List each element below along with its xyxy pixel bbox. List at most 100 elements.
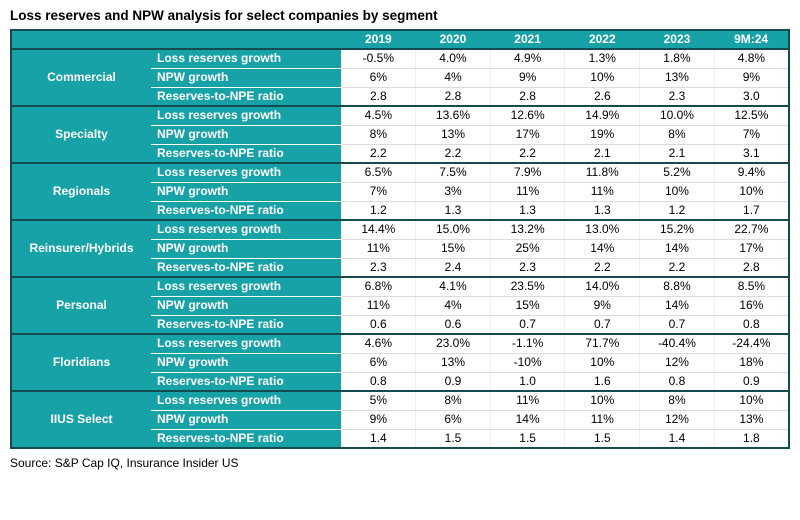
segment-cell: Personal — [11, 276, 151, 334]
value-cell: 10% — [564, 353, 640, 373]
value-cell: 22.7% — [713, 219, 789, 240]
table-row: Regionals Loss reserves growth 6.5% 7.5% 7.9… — [11, 162, 789, 220]
value-cell: 14% — [564, 239, 640, 259]
table-row: NPW growth 9% 6% 14% 11% 12% 13% — [11, 410, 789, 430]
header-corner-cell — [11, 30, 341, 50]
metric-label-cell: NPW growth — [151, 353, 341, 373]
table-row: Specialty Loss reserves growth 4.5% 13.6% 12… — [11, 105, 789, 163]
table-row: NPW growth 6% 4% 9% 10% 13% 9% — [11, 68, 789, 88]
value-cell: 1.5 — [489, 429, 565, 449]
value-cell: 15% — [415, 239, 491, 259]
value-cell: 3.1 — [713, 144, 789, 164]
value-cell: 11% — [564, 182, 640, 202]
column-header: 2021 — [490, 30, 565, 50]
value-cell: 17% — [713, 239, 789, 259]
column-header: 9M:24 — [714, 30, 789, 50]
table-row: NPW growth 11% 15% 25% 14% 14% 17% — [11, 239, 789, 259]
analysis-table: 2019 2020 2021 2022 2023 9M:24 Commercial Loss… — [10, 29, 790, 449]
value-cell: 2.2 — [564, 258, 640, 278]
segment-cell: IIUS Select — [11, 390, 151, 448]
value-cell: 14% — [639, 296, 715, 316]
metric-label-cell: Loss reserves growth — [151, 48, 341, 69]
metric-label-cell: NPW growth — [151, 68, 341, 88]
metric-label-cell: Loss reserves growth — [151, 276, 341, 297]
value-cell: 9.4% — [713, 162, 789, 183]
value-cell: 18% — [713, 353, 789, 373]
value-cell: 2.3 — [340, 258, 416, 278]
value-cell: 15.2% — [639, 219, 715, 240]
value-cell: 1.8% — [639, 48, 715, 69]
table-row: NPW growth 8% 13% 17% 19% 8% 7% — [11, 125, 789, 145]
value-cell: 23.5% — [489, 276, 565, 297]
value-cell: 3.0 — [713, 87, 789, 107]
value-cell: 13.6% — [415, 105, 491, 126]
value-cell: 13% — [415, 125, 491, 145]
metric-label-cell: Loss reserves growth — [151, 390, 341, 411]
value-cell: 4% — [415, 296, 491, 316]
value-cell: 9% — [489, 68, 565, 88]
value-cell: 2.8 — [713, 258, 789, 278]
value-cell: 10% — [713, 182, 789, 202]
value-cell: 7.9% — [489, 162, 565, 183]
table-row: IIUS Select Loss reserves growth 5% 8% 11% 10… — [11, 390, 789, 448]
value-cell: 9% — [340, 410, 416, 430]
segment-cell: Reinsurer/Hybrids — [11, 219, 151, 277]
value-cell: 4.5% — [340, 105, 416, 126]
table-row: Personal Loss reserves growth 6.8% 4.1% 23.5… — [11, 276, 789, 334]
value-cell: 7.5% — [415, 162, 491, 183]
table-row: Reserves-to-NPE ratio 1.2 1.3 1.3 1.3 1.2 1.7 — [11, 201, 789, 221]
value-cell: 71.7% — [564, 333, 640, 354]
value-cell: 15% — [489, 296, 565, 316]
value-cell: 1.3 — [564, 201, 640, 221]
value-cell: 1.3% — [564, 48, 640, 69]
metric-label-cell: Loss reserves growth — [151, 219, 341, 240]
table-row: Reserves-to-NPE ratio 2.8 2.8 2.8 2.6 2.3 3.0 — [11, 87, 789, 107]
metric-label-cell: Loss reserves growth — [151, 162, 341, 183]
metric-label-cell: Reserves-to-NPE ratio — [151, 315, 341, 335]
value-cell: 10% — [564, 68, 640, 88]
value-cell: 9% — [564, 296, 640, 316]
value-cell: 11% — [340, 296, 416, 316]
value-cell: 0.6 — [415, 315, 491, 335]
value-cell: 25% — [489, 239, 565, 259]
value-cell: 1.7 — [713, 201, 789, 221]
value-cell: 12% — [639, 410, 715, 430]
value-cell: 13.0% — [564, 219, 640, 240]
metric-label-cell: Reserves-to-NPE ratio — [151, 429, 341, 449]
table-row: Commercial Loss reserves growth -0.5% 4.0% 4… — [11, 48, 789, 106]
column-header: 2019 — [341, 30, 416, 50]
value-cell: 0.9 — [713, 372, 789, 392]
value-cell: 1.2 — [340, 201, 416, 221]
value-cell: 1.4 — [340, 429, 416, 449]
header-row: 2019 2020 2021 2022 2023 9M:24 — [11, 30, 789, 50]
value-cell: 13% — [713, 410, 789, 430]
report-page: Loss reserves and NPW analysis for selec… — [10, 8, 790, 470]
value-cell: 10.0% — [639, 105, 715, 126]
metric-label-cell: Reserves-to-NPE ratio — [151, 258, 341, 278]
value-cell: 4.1% — [415, 276, 491, 297]
value-cell: -40.4% — [639, 333, 715, 354]
metric-label-cell: NPW growth — [151, 125, 341, 145]
metric-label-cell: NPW growth — [151, 410, 341, 430]
value-cell: 6% — [415, 410, 491, 430]
value-cell: 6.8% — [340, 276, 416, 297]
value-cell: 4.6% — [340, 333, 416, 354]
table-row: Floridians Loss reserves growth 4.6% 23.0% -… — [11, 333, 789, 391]
value-cell: 0.8 — [713, 315, 789, 335]
value-cell: 11% — [489, 390, 565, 411]
value-cell: 11% — [564, 410, 640, 430]
table-row: Reserves-to-NPE ratio 2.3 2.4 2.3 2.2 2.2 2.8 — [11, 258, 789, 278]
value-cell: 12.6% — [489, 105, 565, 126]
table-row: Reinsurer/Hybrids Loss reserves growth 14.… — [11, 219, 789, 277]
value-cell: 2.1 — [639, 144, 715, 164]
value-cell: 10% — [713, 390, 789, 411]
value-cell: 0.8 — [340, 372, 416, 392]
value-cell: 13.2% — [489, 219, 565, 240]
value-cell: 10% — [564, 390, 640, 411]
metric-label-cell: Loss reserves growth — [151, 333, 341, 354]
value-cell: 7% — [340, 182, 416, 202]
value-cell: 2.1 — [564, 144, 640, 164]
metric-label-cell: Reserves-to-NPE ratio — [151, 144, 341, 164]
value-cell: 1.3 — [489, 201, 565, 221]
value-cell: 9% — [713, 68, 789, 88]
